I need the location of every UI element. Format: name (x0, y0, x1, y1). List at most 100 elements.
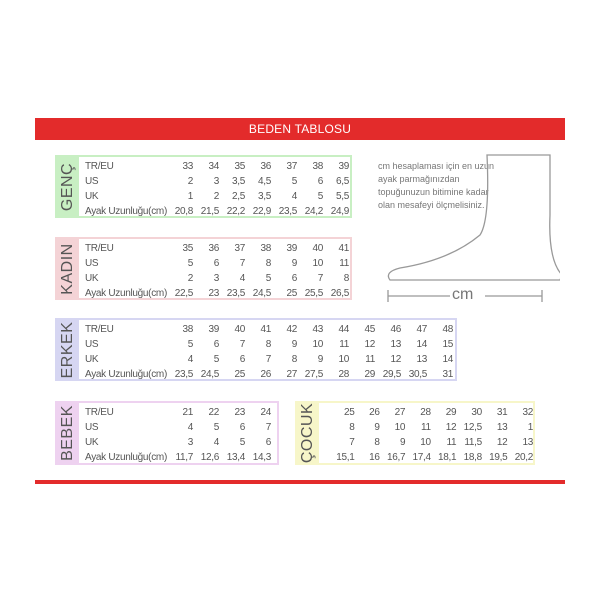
size-cell: 5 (291, 176, 298, 187)
size-cell: 29 (445, 407, 457, 418)
row-label: UK (85, 273, 99, 284)
measurement-note: cm hesaplaması için en uzun ayak parmağı… (378, 161, 495, 210)
size-cell: 24,9 (330, 206, 350, 217)
size-cell: 14 (442, 354, 453, 365)
size-cell: 39 (286, 243, 297, 254)
table-row: TR/EU 35 36 37 38 39 40 41 (83, 241, 349, 256)
table-row: TR/EU 33 34 35 36 37 38 39 (83, 159, 349, 174)
size-cell: 10 (312, 258, 323, 269)
size-cell: 27,5 (304, 369, 324, 380)
size-cell: 11,5 (464, 437, 482, 448)
size-cell: 13 (390, 339, 401, 350)
size-cell: 6 (239, 422, 246, 433)
row-label: Ayak Uzunluğu(cm) (85, 369, 167, 380)
size-cell: 4 (187, 354, 194, 365)
size-cell: 13 (416, 354, 427, 365)
size-table-1: GENÇ TR/EU 33 34 35 36 37 38 39 US 2 3 3,5 4,5 5 6 6,5 UK… (55, 155, 352, 218)
size-cell: 9 (374, 422, 380, 433)
size-cell: 11,7 (175, 452, 193, 463)
table-row: UK 1 2 2,5 3,5 4 5 5,5 (83, 189, 349, 204)
size-cell: 40 (234, 324, 245, 335)
size-cell: 6 (213, 339, 220, 350)
foot-illustration (387, 154, 560, 302)
size-cell: 5 (213, 422, 220, 433)
size-cell: 3 (213, 176, 220, 187)
size-cell: 10 (420, 437, 431, 448)
size-cell: 47 (416, 324, 427, 335)
table-row: US 4 5 6 7 (83, 420, 271, 435)
size-cell: 24 (260, 407, 271, 418)
size-cell: 7 (239, 339, 246, 350)
size-cell: 34 (208, 161, 219, 172)
category-strip: GENÇ (57, 157, 79, 216)
size-cell: 30 (471, 407, 482, 418)
size-cell: 45 (364, 324, 375, 335)
size-cell: 39 (338, 161, 349, 172)
size-cell: 7 (349, 437, 355, 448)
size-cell: 25 (234, 369, 245, 380)
size-cell: 26 (369, 407, 380, 418)
row-label: US (85, 339, 99, 350)
size-cell: 30,5 (408, 369, 428, 380)
row-label: US (85, 176, 99, 187)
size-cell: 12 (445, 422, 457, 433)
table-row: Ayak Uzunluğu(cm) 11,7 12,6 13,4 14,3 (83, 450, 271, 465)
size-cell: 18,1 (438, 452, 457, 463)
size-cell: 5,5 (335, 191, 349, 202)
size-cell: 6 (239, 354, 246, 365)
size-cell: 7 (239, 258, 246, 269)
size-cell: 6 (291, 273, 298, 284)
size-cell: 8 (374, 437, 380, 448)
size-cell: 6 (213, 258, 220, 269)
size-cell: 24,5 (200, 369, 220, 380)
size-cell: 23 (234, 407, 245, 418)
category-strip: BEBEK (57, 403, 79, 463)
row-label: UK (85, 354, 99, 365)
table-row: 15,1 16 16,7 17,4 18,1 18,8 19,5 20,2 (329, 450, 533, 465)
size-cell: 29,5 (382, 369, 402, 380)
size-cell: 2 (187, 176, 194, 187)
category-label: KADIN (59, 242, 76, 295)
size-cell: 13 (522, 437, 533, 448)
category-label: ERKEK (59, 321, 76, 378)
size-cell: 23,5 (226, 288, 246, 299)
bottom-divider (35, 480, 565, 484)
size-cell: 9 (399, 437, 406, 448)
size-cell: 39 (208, 324, 219, 335)
size-cell: 3,5 (231, 176, 245, 187)
size-cell: 38 (312, 161, 323, 172)
size-cell: 4 (291, 191, 298, 202)
size-cell: 12,5 (463, 422, 483, 433)
size-cell: 25,5 (304, 288, 324, 299)
size-cell: 16,7 (386, 452, 406, 463)
size-cell: 9 (291, 258, 298, 269)
size-cell: 9 (317, 354, 324, 365)
size-cell: 11 (446, 437, 457, 448)
size-cell: 41 (260, 324, 271, 335)
size-cell: 23 (208, 288, 219, 299)
size-cell: 4 (187, 422, 194, 433)
size-cell: 3 (213, 273, 220, 284)
size-cell: 2,5 (231, 191, 245, 202)
size-cell: 13,4 (226, 452, 246, 463)
size-cell: 22,5 (174, 288, 194, 299)
size-cell: 17,4 (412, 452, 431, 463)
size-cell: 20,2 (514, 452, 534, 463)
size-cell: 5 (239, 437, 246, 448)
size-cell: 5 (265, 273, 272, 284)
size-cell: 22,9 (252, 206, 272, 217)
size-cell: 38 (182, 324, 193, 335)
category-strip: KADIN (57, 239, 79, 298)
size-cell: 33 (182, 161, 193, 172)
table-row: Ayak Uzunluğu(cm) 22,5 23 23,5 24,5 25 25,5 26,… (83, 286, 349, 301)
size-cell: 14 (416, 339, 427, 350)
size-cell: 2 (213, 191, 220, 202)
row-label: TR/EU (85, 324, 114, 335)
size-cell: 6 (317, 176, 324, 187)
size-cell: 41 (338, 243, 349, 254)
size-cell: 3,5 (257, 191, 271, 202)
size-grid: TR/EU 35 36 37 38 39 40 41 US 5 6 7 8 9 10 11 UK 2 3 4 5 6 7 8 A… (83, 241, 349, 301)
table-row: 25 26 27 28 29 30 31 32 (329, 405, 533, 420)
size-grid: TR/EU 21 22 23 24 US 4 5 6 7 UK 3 4 5 6 Ayak Uzunluğu(c… (83, 405, 271, 465)
size-cell: 44 (338, 324, 349, 335)
